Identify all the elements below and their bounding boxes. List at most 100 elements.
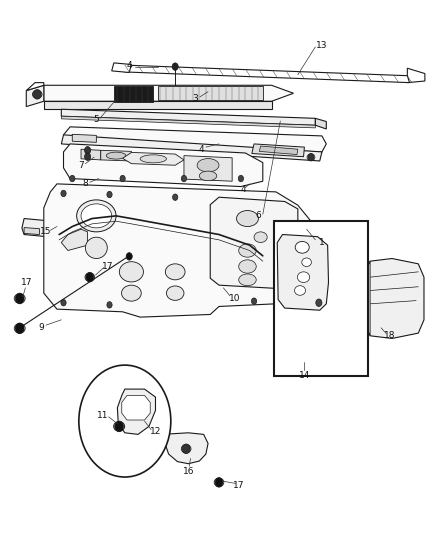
Circle shape [85, 147, 91, 154]
Circle shape [115, 421, 124, 432]
Text: 4: 4 [199, 145, 204, 154]
Ellipse shape [237, 211, 258, 227]
Circle shape [33, 90, 41, 99]
Circle shape [316, 299, 322, 306]
Polygon shape [364, 261, 370, 336]
Ellipse shape [119, 262, 143, 282]
Polygon shape [44, 101, 272, 109]
Circle shape [107, 302, 112, 308]
Text: 17: 17 [21, 278, 32, 287]
Text: 8: 8 [82, 180, 88, 188]
Polygon shape [112, 63, 131, 72]
Ellipse shape [199, 171, 217, 181]
Ellipse shape [254, 232, 267, 243]
Text: 16: 16 [183, 467, 194, 476]
Polygon shape [26, 83, 44, 91]
Polygon shape [114, 86, 153, 102]
Polygon shape [158, 86, 263, 100]
Text: 10: 10 [229, 294, 240, 303]
Circle shape [181, 175, 187, 182]
Text: 17: 17 [233, 481, 244, 489]
Circle shape [126, 253, 132, 260]
Polygon shape [123, 152, 184, 165]
Circle shape [15, 293, 24, 304]
Ellipse shape [302, 258, 311, 266]
Text: 17: 17 [102, 262, 113, 271]
Ellipse shape [197, 159, 219, 172]
Ellipse shape [239, 260, 256, 273]
Circle shape [79, 365, 171, 477]
Ellipse shape [121, 285, 141, 301]
Polygon shape [26, 85, 44, 107]
Ellipse shape [166, 264, 185, 280]
Polygon shape [61, 229, 88, 251]
Text: 14: 14 [299, 372, 310, 380]
Polygon shape [162, 433, 208, 464]
Polygon shape [407, 68, 425, 83]
Circle shape [276, 274, 281, 280]
Circle shape [173, 194, 178, 200]
Text: 9: 9 [39, 324, 45, 332]
Polygon shape [277, 235, 328, 310]
Polygon shape [61, 109, 315, 125]
Polygon shape [44, 85, 293, 101]
Polygon shape [123, 65, 410, 83]
Circle shape [61, 300, 66, 306]
Circle shape [16, 324, 24, 333]
Ellipse shape [77, 200, 116, 232]
Text: 15: 15 [40, 228, 52, 236]
Polygon shape [24, 228, 39, 235]
Text: 4: 4 [240, 185, 246, 193]
Polygon shape [22, 219, 55, 237]
Polygon shape [122, 395, 150, 420]
Text: 7: 7 [78, 161, 84, 169]
Polygon shape [315, 118, 326, 129]
Bar [274, 221, 368, 376]
Text: 6: 6 [255, 212, 261, 220]
Polygon shape [64, 144, 263, 187]
Polygon shape [101, 150, 131, 161]
Polygon shape [72, 134, 96, 142]
Text: 18: 18 [384, 332, 396, 340]
Circle shape [238, 175, 244, 182]
Ellipse shape [297, 272, 310, 282]
Polygon shape [64, 127, 326, 152]
Ellipse shape [140, 155, 166, 163]
Text: 11: 11 [97, 411, 109, 420]
Circle shape [251, 298, 257, 304]
Polygon shape [61, 116, 315, 128]
Circle shape [61, 190, 66, 197]
Ellipse shape [166, 286, 184, 301]
Ellipse shape [295, 241, 309, 253]
Polygon shape [81, 149, 101, 160]
Ellipse shape [85, 237, 107, 259]
Circle shape [120, 175, 125, 182]
Polygon shape [44, 184, 315, 317]
Ellipse shape [81, 204, 112, 228]
Circle shape [107, 191, 112, 198]
Circle shape [182, 444, 190, 454]
Ellipse shape [294, 286, 306, 295]
Polygon shape [252, 144, 304, 157]
Text: 5: 5 [93, 116, 99, 124]
Polygon shape [210, 197, 298, 289]
Polygon shape [61, 135, 322, 161]
Ellipse shape [239, 244, 256, 257]
Circle shape [308, 154, 314, 161]
Polygon shape [184, 156, 232, 181]
Polygon shape [364, 259, 424, 338]
Circle shape [215, 478, 223, 487]
Circle shape [86, 272, 94, 282]
Text: 1: 1 [319, 238, 325, 247]
Ellipse shape [239, 274, 256, 286]
Ellipse shape [106, 152, 126, 159]
Text: 4: 4 [127, 61, 132, 69]
Polygon shape [117, 389, 155, 434]
Circle shape [70, 175, 75, 182]
Text: 3: 3 [192, 94, 198, 103]
Polygon shape [259, 146, 298, 155]
Circle shape [15, 323, 24, 334]
Text: 13: 13 [316, 41, 328, 50]
Circle shape [172, 63, 178, 70]
Text: 12: 12 [150, 427, 161, 436]
